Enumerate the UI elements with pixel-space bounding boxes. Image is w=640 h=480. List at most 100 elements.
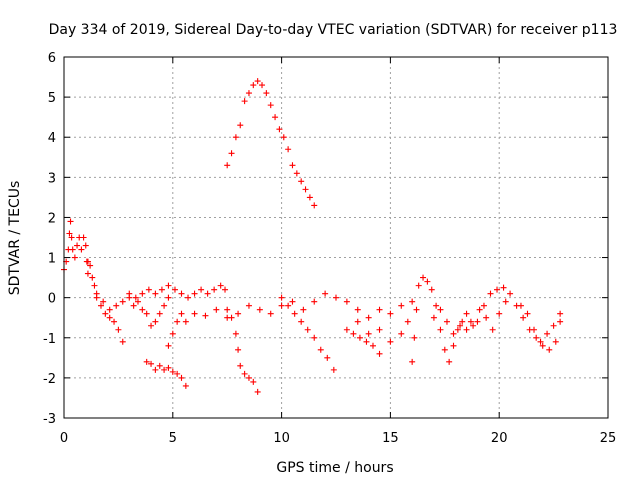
data-point [156, 362, 163, 369]
data-point [409, 298, 416, 305]
data-point [259, 82, 266, 89]
data-point [171, 286, 178, 293]
plot-frame [63, 56, 609, 419]
data-point [489, 326, 496, 333]
data-point [446, 358, 453, 365]
data-point [539, 342, 546, 349]
data-point [356, 334, 363, 341]
data-point [524, 310, 531, 317]
y-tick-label: 3 [48, 171, 56, 186]
data-point [191, 310, 198, 317]
data-point [97, 302, 104, 309]
x-tick-label: 25 [600, 431, 617, 446]
data-point [111, 318, 118, 325]
data-point [256, 306, 263, 313]
data-point [428, 286, 435, 293]
data-point [298, 178, 305, 185]
data-point [102, 310, 109, 317]
data-point [84, 270, 91, 277]
data-point [483, 314, 490, 321]
data-point [165, 364, 172, 371]
data-point [330, 366, 337, 373]
data-point [494, 286, 501, 293]
data-point [333, 294, 339, 301]
data-point [69, 246, 76, 253]
data-point [387, 338, 394, 345]
data-point [169, 368, 176, 375]
data-point [463, 310, 470, 317]
series-arc-6 [165, 310, 189, 349]
data-point [80, 234, 87, 241]
series-arc-5 [143, 358, 189, 389]
data-point [254, 78, 261, 85]
data-point [165, 342, 172, 349]
y-tick-label: -1 [43, 332, 56, 347]
data-point [204, 290, 211, 297]
data-point [152, 290, 159, 297]
data-point [544, 330, 551, 337]
data-point [235, 310, 242, 317]
data-point [74, 242, 81, 249]
data-point [148, 360, 155, 367]
series-arc-12 [354, 318, 411, 345]
data-point [84, 258, 91, 265]
data-point [311, 202, 318, 209]
data-point [143, 358, 150, 365]
data-point [343, 326, 350, 333]
data-point [178, 310, 185, 317]
data-point [437, 326, 444, 333]
data-point [263, 90, 270, 97]
data-point [152, 366, 159, 373]
data-point [250, 82, 257, 89]
data-point [222, 286, 229, 293]
data-point [267, 102, 274, 109]
data-point [302, 186, 309, 193]
y-tick-label: -3 [43, 412, 56, 427]
data-point [293, 170, 300, 177]
data-point [245, 374, 252, 381]
data-point [148, 322, 155, 329]
data-point [557, 318, 564, 325]
data-point [546, 346, 553, 353]
data-point [450, 330, 457, 337]
data-point [113, 302, 120, 309]
data-point [119, 338, 126, 345]
data-point [224, 306, 231, 313]
data-point [285, 146, 292, 153]
y-tick-label: 6 [48, 51, 56, 66]
data-points [61, 78, 564, 395]
data-point [398, 302, 405, 309]
data-point [450, 342, 457, 349]
series-arc-2 [84, 258, 126, 345]
data-point [130, 302, 137, 309]
data-point [463, 326, 470, 333]
x-axis-label: GPS time / hours [276, 460, 393, 476]
data-point [202, 312, 209, 319]
data-point [228, 150, 235, 157]
data-point [100, 298, 107, 305]
data-point [66, 230, 73, 237]
data-point [306, 194, 313, 201]
data-point [311, 334, 318, 341]
data-point [134, 298, 141, 305]
data-point [78, 246, 85, 253]
data-point [398, 330, 405, 337]
data-point [459, 318, 466, 325]
data-point [106, 314, 113, 321]
data-point [537, 338, 544, 345]
data-point [254, 388, 261, 395]
data-point [161, 366, 168, 373]
data-point [480, 302, 487, 309]
data-point [533, 334, 540, 341]
y-tick-label: 2 [48, 211, 56, 226]
x-tick-label: 15 [382, 431, 399, 446]
data-point [376, 350, 383, 357]
data-point [191, 290, 198, 297]
data-point [457, 322, 464, 329]
data-point [365, 314, 372, 321]
data-point [126, 294, 133, 301]
data-point [487, 290, 494, 297]
data-point [415, 282, 422, 289]
data-point [304, 326, 311, 333]
